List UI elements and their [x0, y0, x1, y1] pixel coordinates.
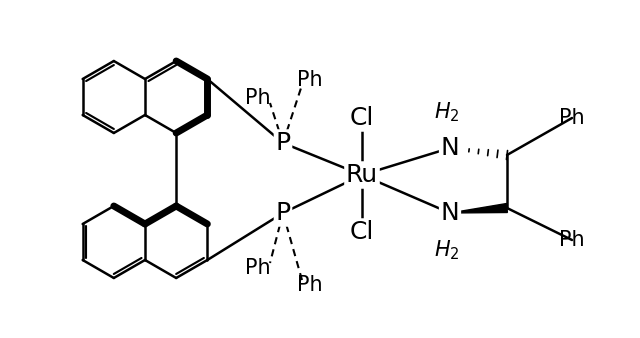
Text: Ph: Ph	[559, 230, 585, 250]
Text: Ph: Ph	[297, 70, 323, 90]
Text: Ph: Ph	[297, 275, 323, 295]
Text: P: P	[275, 131, 291, 155]
Text: Ru: Ru	[346, 163, 378, 187]
Text: Cl: Cl	[350, 106, 374, 130]
Text: Ph: Ph	[245, 88, 271, 108]
Polygon shape	[450, 203, 508, 213]
Text: N: N	[440, 136, 460, 160]
Text: Cl: Cl	[350, 220, 374, 244]
Text: P: P	[275, 201, 291, 225]
Text: Ph: Ph	[559, 108, 585, 128]
Text: $H_2$: $H_2$	[434, 238, 460, 262]
Text: $H_2$: $H_2$	[434, 100, 460, 124]
Text: N: N	[440, 201, 460, 225]
Text: Ph: Ph	[245, 258, 271, 278]
